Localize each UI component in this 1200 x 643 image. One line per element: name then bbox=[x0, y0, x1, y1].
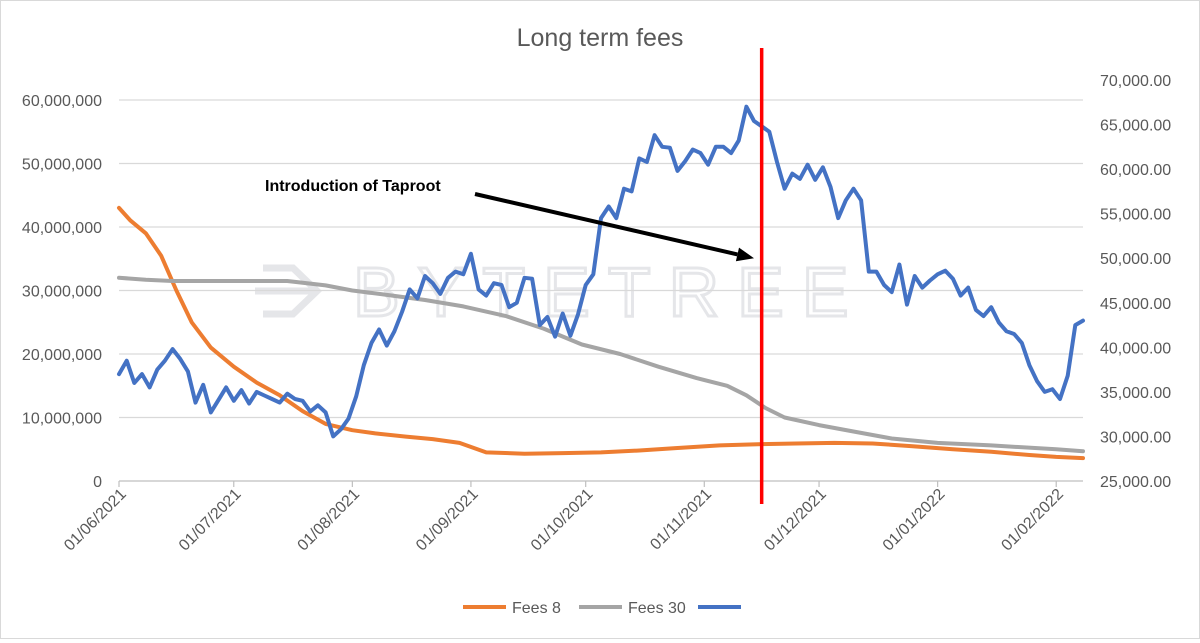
annotation-label: Introduction of Taproot bbox=[265, 178, 441, 195]
annotation-layer: Introduction of Taproot bbox=[265, 48, 764, 504]
legend-label: Fees 30 bbox=[628, 600, 686, 617]
x-tick-label: 01/07/2021 bbox=[176, 486, 245, 555]
y-tick-label: 10,000,000 bbox=[22, 411, 102, 428]
chart-title: Long term fees bbox=[517, 24, 684, 52]
y2-tick-label: 70,000.00 bbox=[1100, 73, 1171, 90]
x-tick-label: 01/12/2021 bbox=[761, 486, 830, 555]
price-line bbox=[117, 104, 1085, 439]
y2-tick-label: 45,000.00 bbox=[1100, 296, 1171, 313]
legend: Fees 8 Fees 30 bbox=[463, 600, 741, 617]
x-tick-label: 01/02/2022 bbox=[998, 486, 1067, 555]
y2-tick-label: 60,000.00 bbox=[1100, 162, 1171, 179]
x-tick-label: 01/06/2021 bbox=[61, 486, 130, 555]
annotation-arrowhead bbox=[735, 247, 755, 262]
watermark-text: BYTETREE bbox=[353, 253, 867, 331]
y2-tick-label: 25,000.00 bbox=[1100, 474, 1171, 491]
x-tick-label: 01/09/2021 bbox=[413, 486, 482, 555]
x-tick-label: 01/08/2021 bbox=[295, 486, 364, 555]
y-tick-label: 50,000,000 bbox=[22, 157, 102, 174]
y-tick-label: 0 bbox=[93, 474, 102, 491]
y2-tick-label: 50,000.00 bbox=[1100, 251, 1171, 268]
x-tick-label: 01/01/2022 bbox=[880, 486, 949, 555]
series-layer bbox=[117, 104, 1085, 461]
annotation-arrow bbox=[474, 192, 738, 257]
fees-8-line bbox=[117, 205, 1085, 461]
bytetree-watermark: BYTETREE bbox=[255, 252, 867, 333]
y-tick-label: 20,000,000 bbox=[22, 347, 102, 364]
y-tick-label: 30,000,000 bbox=[22, 284, 102, 301]
y-tick-label: 60,000,000 bbox=[22, 93, 102, 110]
fees-30-line bbox=[117, 275, 1085, 454]
y-tick-label: 40,000,000 bbox=[22, 220, 102, 237]
y2-tick-label: 30,000.00 bbox=[1100, 429, 1171, 446]
legend-label: Fees 8 bbox=[512, 600, 561, 617]
x-tick-label: 01/10/2021 bbox=[528, 486, 597, 555]
y2-tick-label: 35,000.00 bbox=[1100, 385, 1171, 402]
y2-tick-label: 55,000.00 bbox=[1100, 207, 1171, 224]
x-tick-label: 01/11/2021 bbox=[647, 486, 715, 554]
y2-tick-label: 40,000.00 bbox=[1100, 340, 1171, 357]
y2-tick-label: 65,000.00 bbox=[1100, 118, 1171, 135]
